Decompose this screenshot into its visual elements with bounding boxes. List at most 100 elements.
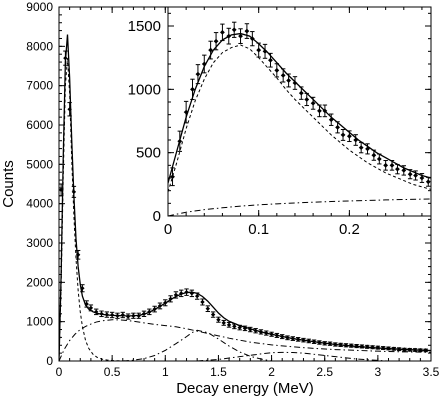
- inset-data-area: [168, 21, 431, 216]
- inset-data-point: [195, 64, 201, 85]
- main-data-point: [226, 321, 232, 328]
- inset-point-marker: [213, 38, 219, 44]
- inset-point-marker: [376, 156, 382, 162]
- inset-point-marker: [286, 78, 292, 83]
- main-data-point: [120, 311, 125, 319]
- main-data-point: [200, 298, 205, 306]
- inset-point-marker: [395, 166, 400, 172]
- inset-point-marker: [335, 124, 340, 130]
- main-data-point: [189, 289, 195, 298]
- inset-point-marker: [220, 29, 225, 35]
- main-series-1-solid-curve: [59, 34, 431, 361]
- inset-point-marker: [346, 133, 352, 139]
- inset-point-marker: [413, 173, 418, 178]
- inset-frame: [167, 6, 432, 217]
- inset-series-1-solid-curve: [168, 32, 431, 184]
- main-y-tick-label: 7000: [26, 79, 53, 93]
- main-data-point: [125, 313, 131, 320]
- main-x-tick-label: 2.5: [316, 365, 333, 379]
- main-data-point: [343, 343, 349, 348]
- main-y-tick-label: 0: [46, 354, 53, 368]
- inset-point-marker: [371, 152, 377, 158]
- main-point-marker: [232, 324, 237, 329]
- inset-point-marker: [280, 73, 286, 78]
- main-y-tick-label: 2000: [26, 275, 53, 289]
- main-point-marker: [125, 314, 131, 319]
- inset-x-tick-label: 0: [164, 221, 172, 238]
- inset-point-marker: [190, 86, 195, 92]
- inset-point-marker: [231, 27, 237, 33]
- main-y-tick-label: 9000: [26, 0, 53, 14]
- inset-y-tick-label: 1000: [128, 81, 161, 98]
- inset-data-point: [292, 76, 298, 90]
- main-x-axis-label: Decay energy (MeV): [176, 380, 314, 397]
- inset-point-marker: [389, 162, 395, 168]
- inset-x-tick-label: 0.2: [339, 221, 360, 238]
- inset-data-point: [383, 160, 389, 171]
- main-data-point: [412, 347, 418, 353]
- inset-data-point: [340, 128, 346, 141]
- inset-plot-panel: 0 0.1 0.2 0 500 1000 1500: [128, 6, 432, 238]
- main-point-marker: [242, 326, 248, 331]
- inset-point-marker: [317, 108, 322, 114]
- inset-x-tick-label: 0.1: [248, 221, 269, 238]
- main-x-tick-label: 2: [268, 365, 275, 379]
- main-y-tick-label: 6000: [26, 118, 53, 132]
- main-point-marker: [59, 187, 64, 193]
- main-y-axis-label: Counts: [0, 160, 17, 208]
- main-x-tick-label: 0: [56, 365, 63, 379]
- inset-data-point: [238, 28, 243, 44]
- main-point-marker: [221, 320, 226, 326]
- main-plot-panel: 0 0.5 1 1.5 2 2.5 3 3.5010002000300040005000600…: [0, 0, 440, 397]
- inset-point-marker: [401, 168, 407, 173]
- main-series-4-dash-dot-curve: [122, 329, 272, 361]
- inset-point-marker: [256, 47, 262, 53]
- inset-y-tick-label: 1500: [128, 18, 161, 35]
- main-data-point: [232, 323, 237, 330]
- inset-y-tick-label: 0: [153, 208, 161, 225]
- main-point-marker: [194, 293, 200, 299]
- main-data-point: [179, 289, 184, 298]
- inset-point-marker: [425, 179, 431, 185]
- main-x-tick-label: 1: [162, 365, 169, 379]
- main-y-tick-label: 1000: [26, 315, 53, 329]
- inset-point-marker: [170, 174, 175, 180]
- main-point-marker: [210, 312, 216, 317]
- main-y-tick-label: 8000: [26, 39, 53, 53]
- main-point-marker: [205, 306, 210, 311]
- main-x-tick-label: 0.5: [104, 365, 121, 379]
- inset-point-marker: [244, 28, 250, 34]
- main-x-tick-label: 3.5: [423, 365, 440, 379]
- main-point-marker: [189, 291, 195, 296]
- inset-point-marker: [358, 145, 364, 150]
- inset-point-marker: [274, 67, 280, 73]
- main-point-marker: [200, 299, 205, 305]
- inset-data-point: [274, 63, 280, 78]
- main-point-marker: [226, 322, 232, 328]
- inset-data-point: [220, 23, 225, 42]
- inset-point-marker: [383, 162, 389, 168]
- inset-point-marker: [208, 47, 214, 53]
- inset-series-2-dashed-curve: [168, 44, 431, 193]
- main-y-tick-label: 4000: [26, 197, 53, 211]
- inset-point-marker: [419, 175, 425, 181]
- inset-point-marker: [304, 97, 310, 102]
- main-data-area: [59, 34, 431, 361]
- main-point-marker: [67, 107, 72, 112]
- inset-y-tick-label: 500: [136, 145, 161, 162]
- main-x-tick-label: 1.5: [210, 365, 227, 379]
- main-data-point: [221, 319, 226, 326]
- inset-series-3-dash-dot-curve: [168, 198, 431, 216]
- inset-point-marker: [183, 109, 189, 115]
- main-data-point: [216, 316, 221, 323]
- main-y-tick-label: 3000: [26, 236, 53, 250]
- main-data-point: [205, 305, 210, 313]
- inset-point-marker: [298, 90, 304, 96]
- inset-point-marker: [292, 80, 298, 86]
- main-series-3-dash-dot-curve: [59, 319, 431, 361]
- main-point-marker: [120, 312, 125, 318]
- inset-point-marker: [407, 171, 413, 177]
- inset-data-point: [262, 43, 268, 59]
- inset-point-marker: [268, 57, 273, 63]
